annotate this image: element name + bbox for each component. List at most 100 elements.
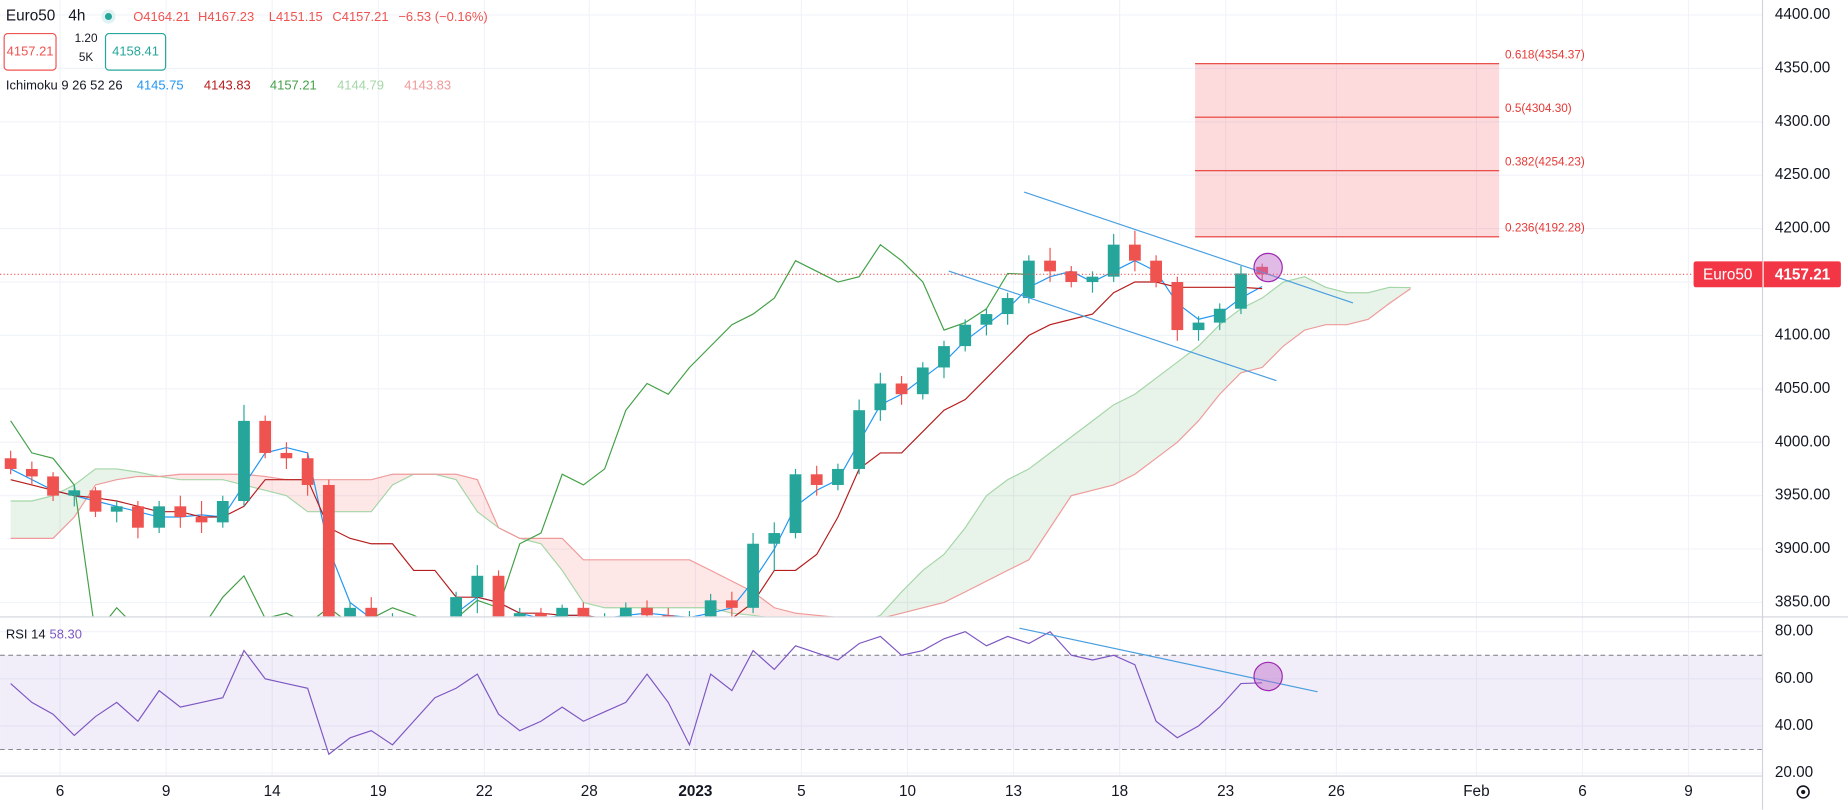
cloud-segment <box>562 538 584 603</box>
x-tick-label: 14 <box>264 783 282 800</box>
candle-body <box>768 533 781 544</box>
cloud-segment <box>1071 420 1093 496</box>
main-pane: 0.236(4192.28) 0.382(4254.23) 0.5(4304.30)… <box>4 49 1585 640</box>
cloud-segment <box>965 495 987 592</box>
cloud-segment <box>986 479 1008 582</box>
cloud-segment <box>1347 292 1369 325</box>
cloud-segment <box>371 474 393 512</box>
candle-body <box>662 615 675 617</box>
candle-body <box>471 575 484 598</box>
fib-label: 0.236(4192.28) <box>1505 222 1585 235</box>
size[interactable]: 5K <box>79 51 94 64</box>
candle-body <box>89 490 102 512</box>
ohlc-change: −6.53 (−0.16%) <box>398 9 487 24</box>
candle-body <box>1150 260 1163 283</box>
cloud-segment <box>1156 362 1178 459</box>
overlay <box>948 191 1354 693</box>
candle-body <box>747 543 759 608</box>
x-tick-label: 26 <box>1328 783 1345 800</box>
indicator-value: 4144.79 <box>337 77 384 92</box>
candle-body <box>174 506 187 518</box>
candle-body <box>1129 244 1141 261</box>
buy-price[interactable]: 4158.41 <box>112 43 159 58</box>
sell-price[interactable]: 4157.21 <box>7 43 54 58</box>
ohlc-open: O4164.21 <box>133 9 190 24</box>
x-tick-label: 19 <box>370 783 387 800</box>
candle-body <box>938 346 950 368</box>
legend: Euro50 4h O4164.21 H4167.23 L4151.15 C41… <box>3 8 488 642</box>
cloud-segment <box>943 527 966 603</box>
x-tick-label: 6 <box>56 783 65 800</box>
candle-body <box>1086 276 1099 283</box>
cloud-segment <box>774 607 796 617</box>
y-tick-label: 3900.00 <box>1775 540 1830 557</box>
candle-body <box>110 506 123 512</box>
spread: 1.20 <box>75 32 98 45</box>
gear-hub[interactable] <box>1801 789 1806 795</box>
candle-body <box>344 607 356 617</box>
candle-body <box>980 314 993 325</box>
y-tick-label: 20.00 <box>1775 764 1813 781</box>
cloud-segment <box>1368 287 1390 320</box>
cloud-segment <box>265 476 287 496</box>
ohlc-high: H4167.23 <box>198 9 254 24</box>
candle-body <box>725 600 738 608</box>
price-tag-value: 4157.21 <box>1775 267 1831 284</box>
rsi-pane <box>0 630 1762 756</box>
cloud-segment <box>180 474 202 480</box>
cloud-segment <box>1198 324 1220 421</box>
y-tick-label: 4250.00 <box>1775 166 1830 183</box>
cloud-segment <box>1177 346 1199 443</box>
x-tick-label: 9 <box>1684 783 1693 800</box>
settings-icon[interactable] <box>1796 785 1810 799</box>
axes: 6 9 14 19 22 28 2023 5 10 13 18 23 26 Feb 6 9 3850.00 390… <box>0 6 1841 800</box>
cloud-segment <box>901 570 923 614</box>
symbol: Euro50 <box>6 8 55 25</box>
candle-body <box>238 420 250 501</box>
candle-body <box>1235 273 1247 309</box>
x-tick-label: 28 <box>581 783 598 800</box>
cloud-segment <box>1262 282 1284 368</box>
x-tick-label: 5 <box>797 783 806 800</box>
sell-button[interactable] <box>3 32 57 71</box>
y-tick-label: 4200.00 <box>1775 220 1830 237</box>
candle-body <box>895 383 908 395</box>
trend-line <box>1019 627 1318 693</box>
x-tick-label: 13 <box>1005 783 1022 800</box>
trend-line <box>948 270 1277 382</box>
candle-body <box>47 476 59 496</box>
candle-body <box>132 506 144 528</box>
y-tick-label: 40.00 <box>1775 717 1813 734</box>
y-tick-label: 4050.00 <box>1775 380 1830 397</box>
candle-body <box>832 468 844 485</box>
y-tick-label: 4300.00 <box>1775 113 1830 130</box>
candle-body <box>1256 266 1269 275</box>
x-tick-label: Feb <box>1463 783 1489 800</box>
cloud-segment <box>137 472 160 477</box>
candle-body <box>153 506 166 528</box>
candle-body <box>301 458 314 485</box>
cloud-segment <box>1134 378 1157 475</box>
candle-body <box>25 468 38 477</box>
indicator-value: 4145.75 <box>137 77 184 92</box>
cloud-segment <box>1283 276 1305 347</box>
x-tick-label: 23 <box>1217 783 1234 800</box>
cloud-segment <box>201 474 223 480</box>
indicator-line <box>10 243 1029 617</box>
candle-body <box>259 420 272 453</box>
buy-button[interactable] <box>104 32 167 71</box>
candle-body <box>365 607 378 617</box>
candle-body <box>429 629 441 640</box>
interval: 4h <box>68 8 85 25</box>
x-tick-label: 2023 <box>678 783 712 800</box>
candle-body <box>1022 260 1035 299</box>
rsi-legend: RSI 14 <box>6 627 46 642</box>
candle-body <box>1001 298 1014 315</box>
fib-label: 0.5(4304.30) <box>1505 102 1572 115</box>
y-tick-label: 80.00 <box>1775 623 1813 640</box>
candle-body <box>1107 244 1120 277</box>
indicator-value: 4157.21 <box>270 77 317 92</box>
candle-body <box>619 607 632 617</box>
highlight-circle <box>1253 661 1283 692</box>
gear[interactable] <box>1796 785 1810 799</box>
